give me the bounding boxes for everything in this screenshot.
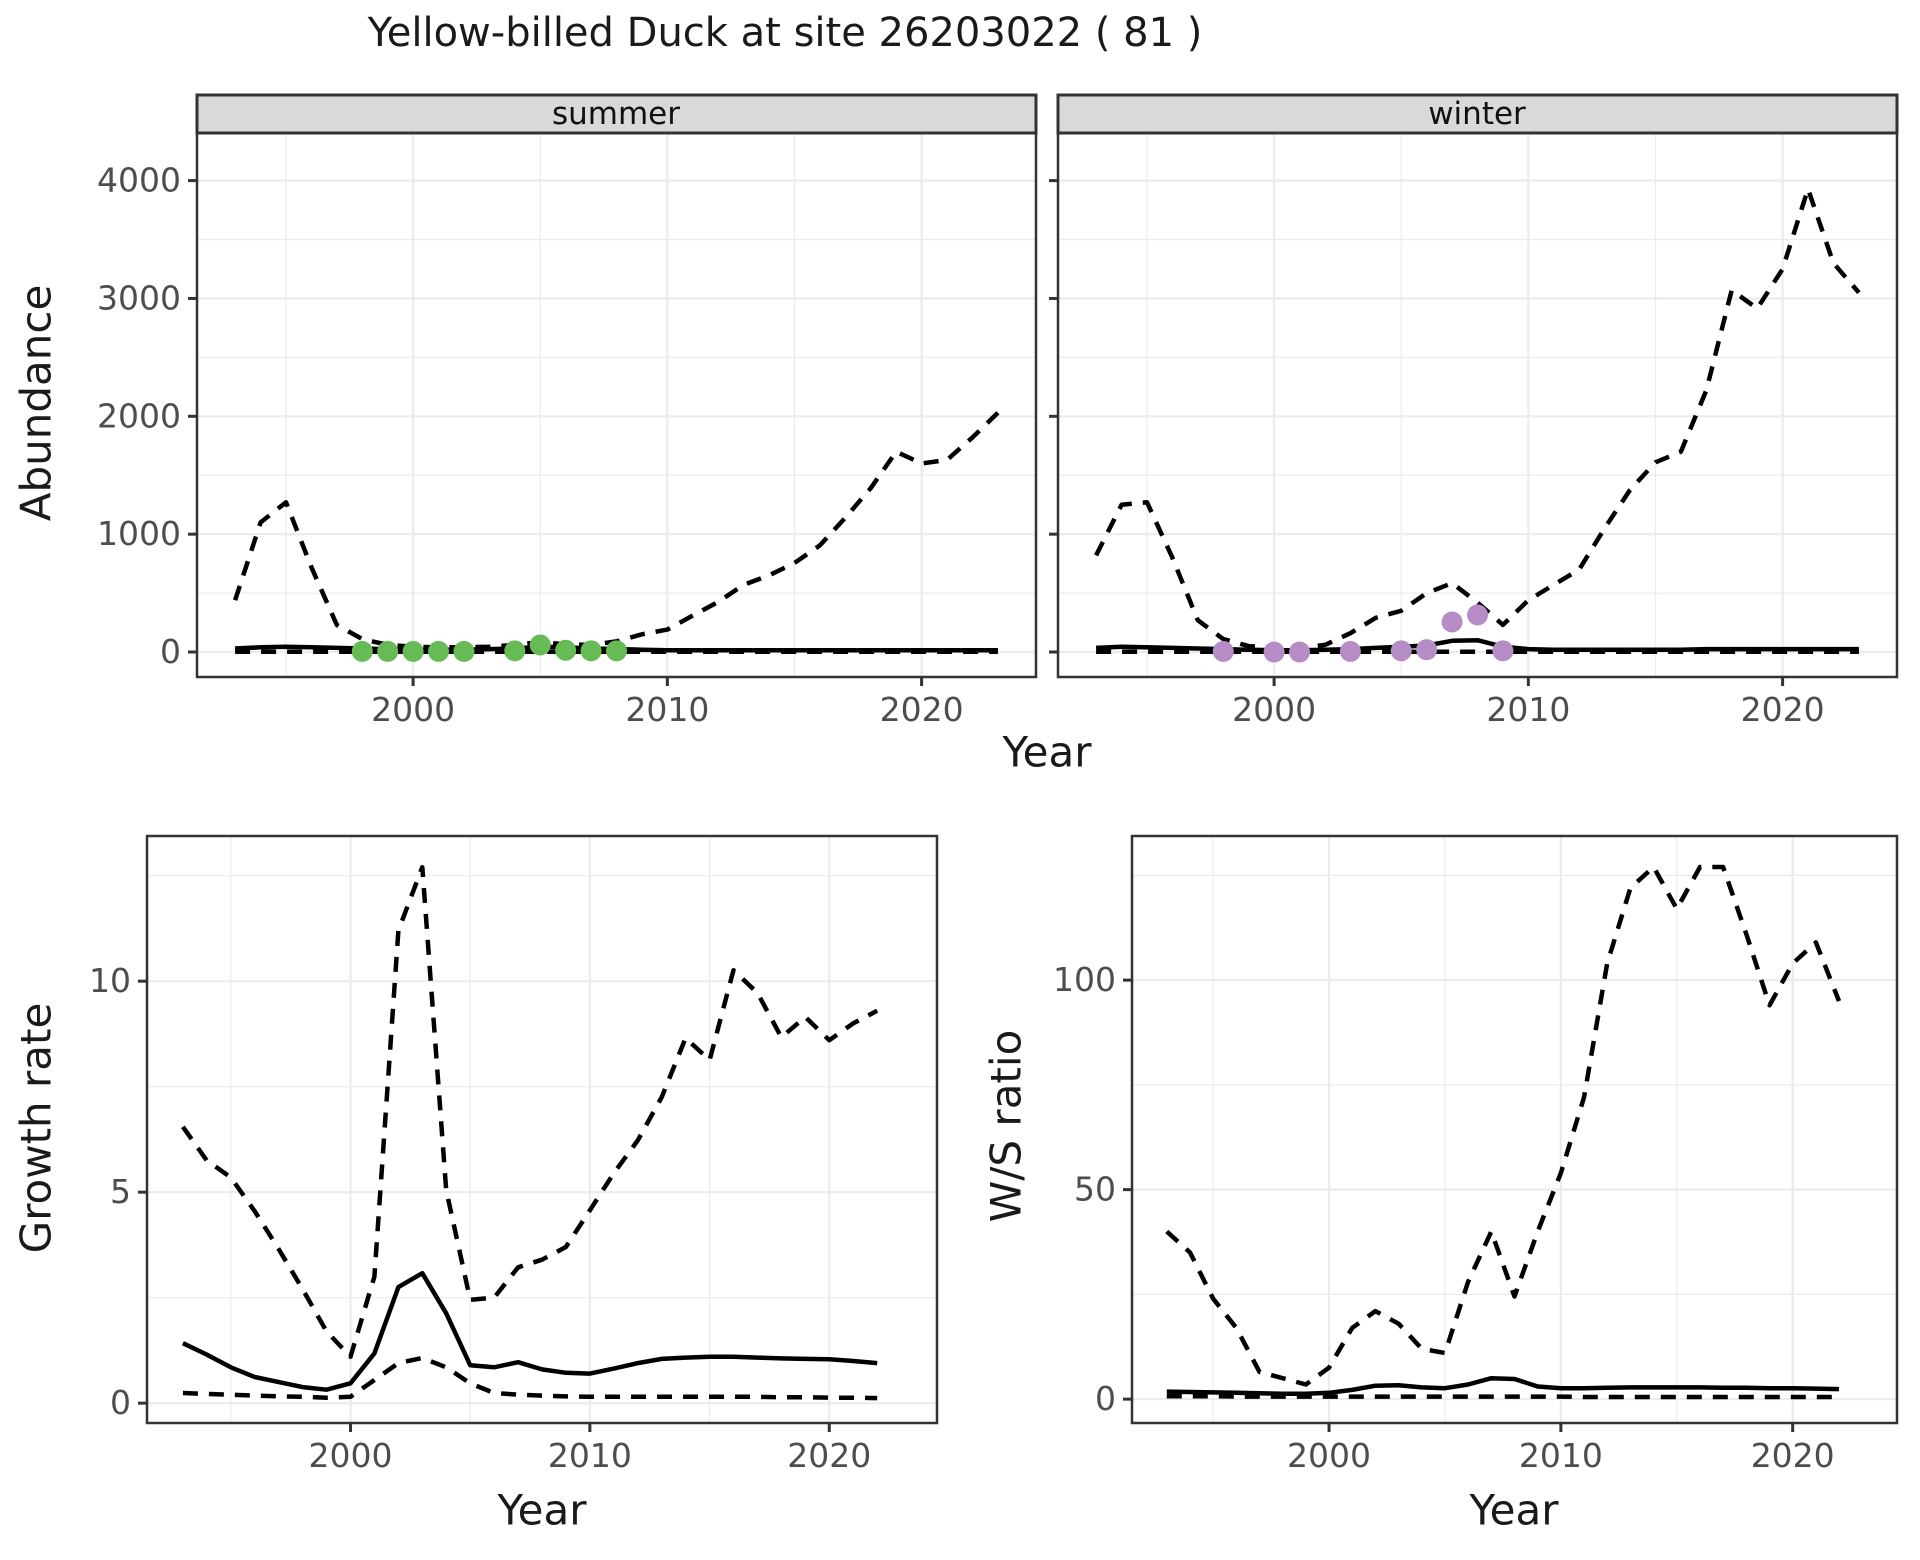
observed-summer-counts-point bbox=[555, 639, 577, 661]
abundance-summer-y-tick-label: 1000 bbox=[97, 514, 181, 553]
growth-rate-y-tick-label: 0 bbox=[110, 1383, 131, 1422]
ws-ratio-median-line bbox=[1166, 1375, 1840, 1396]
year-axis-title-growth: Year bbox=[497, 1485, 587, 1535]
growth-rate-x-tick-label: 2000 bbox=[308, 1436, 392, 1475]
observed-summer-counts-point bbox=[377, 640, 399, 662]
growth-rate-y-tick-label: 5 bbox=[110, 1172, 131, 1211]
observed-summer-counts-point bbox=[453, 640, 475, 662]
growth-rate-upper-ci-line bbox=[181, 864, 879, 1359]
abundance-summer-y-tick-label: 3000 bbox=[97, 278, 181, 317]
observed-summer-counts-point bbox=[529, 634, 551, 656]
observed-winter-counts-point bbox=[1289, 641, 1311, 663]
observed-summer-counts-point bbox=[402, 640, 424, 662]
facet-label-summer: summer bbox=[551, 96, 681, 132]
abundance-winter-plot-area bbox=[1094, 186, 1861, 663]
observed-summer-counts-point bbox=[580, 640, 602, 662]
abundance-summer-y-tick-label: 2000 bbox=[97, 396, 181, 435]
ws-ratio-axis-title: W/S ratio bbox=[981, 1029, 1031, 1223]
observed-winter-counts-point bbox=[1212, 640, 1234, 662]
abundance-winter-x-tick-label: 2020 bbox=[1741, 690, 1825, 729]
abundance-summer-x-tick-label: 2000 bbox=[371, 690, 455, 729]
observed-summer-counts-point bbox=[606, 640, 627, 662]
growth-rate-median-line bbox=[181, 1270, 878, 1392]
abundance-axis-title: Abundance bbox=[11, 284, 61, 522]
observed-winter-counts-point bbox=[1339, 640, 1361, 662]
abundance-winter-background bbox=[1058, 133, 1897, 677]
year-axis-title-top: Year bbox=[1002, 727, 1092, 777]
abundance-summer-plot-area bbox=[232, 411, 1000, 662]
year-axis-title-ws: Year bbox=[1469, 1485, 1559, 1535]
panel-ws-ratio: 2000 2010 2020 0 50 100 bbox=[1053, 834, 1899, 1475]
panel-abundance-summer: 2000 2010 2020 0 1000 2000 3000 4000 bbox=[97, 93, 1038, 729]
abundance-summer-y-tick-label: 4000 bbox=[97, 161, 181, 200]
ws-ratio-x-tick-label: 2010 bbox=[1519, 1436, 1603, 1475]
abundance-winter-facet-strip bbox=[1056, 93, 1899, 135]
ws-ratio-lower-ci-line bbox=[1166, 1393, 1839, 1400]
observed-winter-counts-point bbox=[1416, 639, 1438, 661]
growth-rate-axis-title: Growth rate bbox=[11, 1002, 61, 1254]
facet-label-winter: winter bbox=[1428, 96, 1526, 132]
abundance-summer-x-tick-label: 2020 bbox=[880, 690, 964, 729]
abundance-summer-y-tick-label: 0 bbox=[160, 632, 181, 671]
observed-summer-counts-point bbox=[504, 640, 526, 662]
ws-ratio-x-tick-label: 2000 bbox=[1287, 1436, 1371, 1475]
observed-winter-counts-point bbox=[1441, 611, 1463, 633]
growth-rate-border bbox=[145, 834, 939, 1425]
ws-ratio-plot-area bbox=[1165, 864, 1842, 1400]
abundance-summer-facet-strip bbox=[195, 93, 1038, 135]
growth-rate-x-tick-label: 2010 bbox=[548, 1436, 632, 1475]
ws-ratio-y-tick-label: 50 bbox=[1074, 1170, 1116, 1209]
abundance-winter-upper-ci-line bbox=[1094, 186, 1861, 651]
ws-ratio-border bbox=[1130, 834, 1899, 1425]
abundance-winter-x-tick-label: 2000 bbox=[1232, 690, 1316, 729]
panel-abundance-winter: 2000 2010 2020 bbox=[1049, 93, 1899, 729]
abundance-summer-x-tick-label: 2010 bbox=[625, 690, 709, 729]
abundance-summer-background bbox=[197, 133, 1036, 677]
observed-summer-counts-point bbox=[351, 640, 373, 662]
plot-title: Yellow-billed Duck at site 26203022 ( 81… bbox=[367, 10, 1203, 56]
growth-rate-background bbox=[147, 836, 937, 1423]
observed-winter-counts-point bbox=[1263, 641, 1285, 663]
panel-growth-rate: 2000 2010 2020 0 5 10 bbox=[89, 834, 939, 1475]
growth-rate-y-tick-label: 10 bbox=[89, 961, 131, 1000]
growth-rate-x-tick-label: 2020 bbox=[787, 1436, 871, 1475]
observed-summer-counts-point bbox=[428, 640, 450, 662]
ws-ratio-background bbox=[1132, 836, 1897, 1423]
ws-ratio-x-tick-label: 2020 bbox=[1751, 1436, 1835, 1475]
observed-winter-counts-point bbox=[1492, 640, 1514, 662]
observed-winter-counts-point bbox=[1467, 604, 1488, 626]
ws-ratio-y-tick-label: 100 bbox=[1053, 960, 1116, 999]
ws-ratio-upper-ci-line bbox=[1165, 864, 1842, 1387]
observed-winter-counts-point bbox=[1390, 640, 1412, 662]
growth-rate-plot-area bbox=[181, 864, 879, 1401]
abundance-winter-x-tick-label: 2010 bbox=[1486, 690, 1570, 729]
ws-ratio-y-tick-label: 0 bbox=[1095, 1379, 1116, 1418]
growth-rate-lower-ci-line bbox=[182, 1355, 878, 1401]
